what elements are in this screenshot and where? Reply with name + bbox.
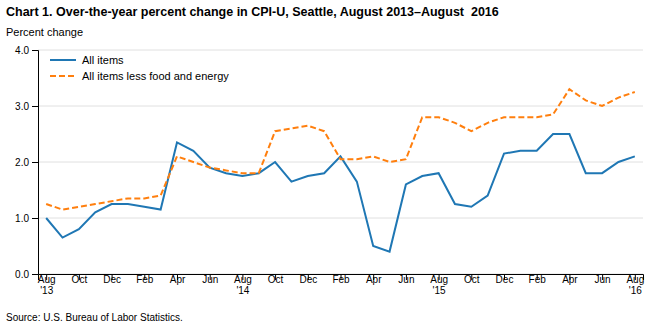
x-tick: Feb (332, 274, 350, 285)
x-tick-label-line: Apr (366, 274, 382, 285)
x-tick-label: Aug'13 (38, 274, 56, 296)
x-tick-label-line: Dec (103, 274, 121, 285)
x-tick-label: Aug'16 (626, 274, 644, 296)
x-tick: Oct (268, 274, 284, 285)
y-tick-label: 3.0 (15, 101, 29, 112)
source: Source: U.S. Bureau of Labor Statistics. (6, 312, 183, 323)
y-tick: 4.0 (15, 45, 38, 56)
y-axis-label: Percent change (6, 26, 83, 38)
y-axis-line (32, 51, 39, 275)
x-tick: Dec (299, 274, 317, 285)
legend-swatch (50, 59, 76, 61)
legend-label: All items less food and energy (82, 70, 229, 82)
x-tick: Oct (464, 274, 480, 285)
x-tick-label-line: Dec (299, 274, 317, 285)
series-line (46, 134, 635, 252)
x-tick-label-line: Feb (332, 274, 350, 285)
x-tick-label: Oct (268, 274, 284, 285)
x-tick-label: Jun (398, 274, 414, 285)
x-tick: Jun (595, 274, 611, 285)
lines (46, 89, 635, 251)
y-tick-mark (32, 106, 38, 107)
grid-line (38, 50, 643, 51)
plot: 0.01.02.03.04.0Aug'13OctDecFebAprJunAug'… (15, 45, 644, 296)
y-tick: 3.0 (15, 101, 38, 112)
x-tick-label: Apr (562, 274, 578, 285)
x-tick-label-line: Jun (202, 274, 218, 285)
x-tick-label: Oct (464, 274, 480, 285)
y-tick-label: 2.0 (15, 157, 29, 168)
x-tick: Feb (529, 274, 547, 285)
x-tick-label: Dec (299, 274, 317, 285)
y-tick: 1.0 (15, 213, 38, 224)
x-tick: Jun (202, 274, 218, 285)
x-tick-label-line: Aug (430, 274, 448, 285)
grid-line (38, 162, 643, 163)
x-tick-label-line: Aug (234, 274, 252, 285)
x-tick: Apr (170, 274, 186, 285)
x-tick-label: Aug'14 (234, 274, 252, 296)
x-tick-label-line: Dec (496, 274, 514, 285)
x-tick-label: Apr (170, 274, 186, 285)
x-tick: Aug'13 (38, 274, 56, 296)
x-tick: Aug'15 (430, 274, 448, 296)
x-tick-label-line: Jun (595, 274, 611, 285)
x-tick-label-line: Feb (529, 274, 547, 285)
y-tick-mark (32, 218, 38, 219)
x-tick: Aug'14 (234, 274, 252, 296)
y-tick: 2.0 (15, 157, 38, 168)
y-tick-label: 4.0 (15, 45, 29, 56)
x-tick-label-line: Aug (38, 274, 56, 285)
x-tick-label: Feb (332, 274, 350, 285)
x-tick: Dec (103, 274, 121, 285)
x-tick-label-line: '14 (236, 285, 249, 296)
legend-swatch (50, 75, 76, 77)
y-axis: 0.0 1.0 2.0 3.0 4.0 (15, 45, 38, 280)
legend-item: All items less food and energy (50, 70, 229, 82)
x-tick: Dec (496, 274, 514, 285)
x-tick-label: Jun (595, 274, 611, 285)
grid-line (38, 106, 643, 107)
x-tick-label: Oct (72, 274, 88, 285)
x-tick-label-line: Apr (170, 274, 186, 285)
x-tick: Feb (136, 274, 154, 285)
grid-line (38, 218, 643, 219)
x-tick: Jun (398, 274, 414, 285)
x-axis: Aug'13OctDecFebAprJunAug'14OctDecFebAprJ… (38, 274, 644, 296)
x-tick-label-line: Jun (398, 274, 414, 285)
x-tick-label-line: '16 (629, 285, 642, 296)
x-tick-label-line: Apr (562, 274, 578, 285)
y-tick-mark (32, 162, 38, 163)
x-tick-label: Dec (103, 274, 121, 285)
x-tick-label-line: Aug (626, 274, 644, 285)
grid (38, 50, 643, 274)
legend-label: All items (82, 54, 124, 66)
x-tick-label-line: Oct (72, 274, 88, 285)
series-line (46, 89, 635, 209)
x-tick-label-line: Oct (268, 274, 284, 285)
legend: All items All items less food and energy (50, 54, 229, 82)
x-tick: Oct (72, 274, 88, 285)
y-tick: 0.0 (15, 269, 38, 280)
x-tick-label-line: Oct (464, 274, 480, 285)
x-tick-label: Jun (202, 274, 218, 285)
x-tick-label: Feb (529, 274, 547, 285)
x-tick-label: Dec (496, 274, 514, 285)
x-tick-label: Aug'15 (430, 274, 448, 296)
x-tick: Apr (366, 274, 382, 285)
legend-item: All items (50, 54, 124, 66)
y-tick-label: 1.0 (15, 213, 29, 224)
x-tick-label-line: Feb (136, 274, 154, 285)
y-tick-label: 0.0 (15, 269, 29, 280)
x-tick-label-line: '13 (40, 285, 53, 296)
y-tick-mark (32, 50, 38, 51)
x-tick-label-line: '15 (433, 285, 446, 296)
x-tick-label: Apr (366, 274, 382, 285)
x-tick: Aug'16 (626, 274, 644, 296)
x-tick-label: Feb (136, 274, 154, 285)
title: Chart 1. Over-the-year percent change in… (6, 5, 499, 19)
x-tick: Apr (562, 274, 578, 285)
chart: Chart 1. Over-the-year percent change in… (0, 0, 659, 326)
